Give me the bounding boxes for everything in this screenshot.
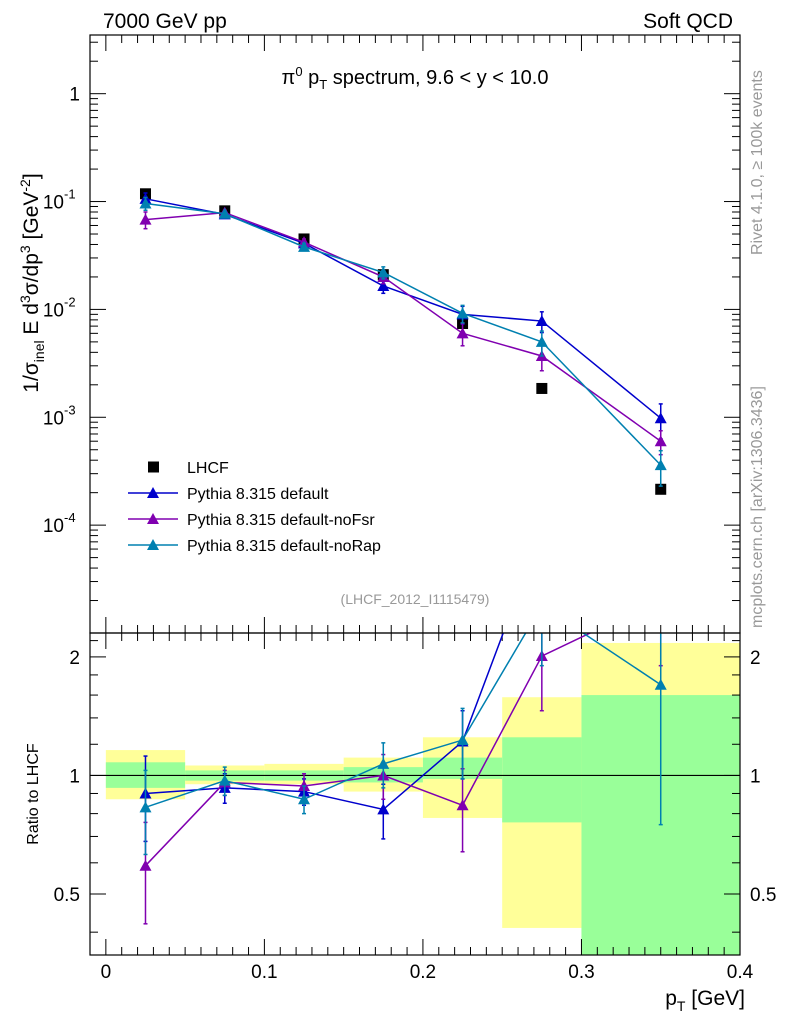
xtick-label: 0.2 xyxy=(410,962,436,983)
ylabel-d: 3 xyxy=(17,295,33,303)
ylabel-b: inel xyxy=(31,340,47,362)
triangle-marker xyxy=(218,207,231,219)
main-ytick-label: 10 xyxy=(43,300,64,321)
ylabel-g: [GeV xyxy=(20,192,43,246)
ylabel-f: 3 xyxy=(17,245,33,253)
triangle-marker xyxy=(456,327,469,339)
triangle-marker xyxy=(654,412,667,424)
xtick-label: 0.4 xyxy=(727,962,754,983)
ratio-triangle-marker xyxy=(536,524,548,535)
legend-label: LHCF xyxy=(187,460,229,477)
triangle-marker xyxy=(377,279,390,291)
legend-marker xyxy=(147,487,159,498)
xlabel-rest: [GeV] xyxy=(685,987,745,1010)
watermark: (LHCF_2012_I1115479) xyxy=(341,591,490,607)
xtick-label: 0 xyxy=(101,962,112,983)
ratio-series-2 xyxy=(139,600,667,856)
legend-label: Pythia 8.315 default xyxy=(187,486,329,503)
title-p: p xyxy=(303,67,320,89)
title-rest: spectrum, 9.6 < y < 10.0 xyxy=(327,67,548,89)
rivet-label: Rivet 4.1.0, ≥ 100k events xyxy=(749,70,766,255)
ratio-triangle-marker xyxy=(139,859,152,871)
main-panel: 10 -410 -310 -210 -11 π0 pT spectrum, 9.6 < … xyxy=(17,34,741,634)
ratio-panel: 0.5 0.5 1 1 2 2 0 0.1 0.2 0.3 0.4 Ratio to LHCF pT… xyxy=(25,508,776,1014)
triangle-marker xyxy=(654,435,667,447)
legend-marker xyxy=(147,539,159,550)
main-ytick-exp: -4 xyxy=(64,510,76,525)
series-0 xyxy=(139,188,667,495)
ratio-triangle-marker xyxy=(456,734,469,746)
main-ylabel: 1/σinel E d3σ/dp3 [GeV-2] xyxy=(17,173,47,392)
xlabel-p: p xyxy=(665,987,677,1010)
series-2 xyxy=(139,206,667,456)
triangle-marker xyxy=(456,307,469,319)
series-line xyxy=(145,202,662,466)
header-left: 7000 GeV pp xyxy=(103,10,227,33)
legend-marker xyxy=(148,461,159,473)
main-ytick-exp: -3 xyxy=(64,402,76,417)
ratio-triangle-marker xyxy=(456,799,469,811)
uncertainty-band-inner xyxy=(502,737,582,823)
xtick-label: 0.1 xyxy=(251,962,277,983)
mcplots-label: mcplots.cern.ch [arXiv:1306.3436] xyxy=(749,386,766,628)
ratio-ytick-label-left: 0.5 xyxy=(54,885,80,906)
legend-marker xyxy=(147,513,159,524)
x-axis-label: pT [GeV] xyxy=(665,987,745,1014)
ratio-triangle-marker xyxy=(536,600,548,611)
main-ytick-label: 10 xyxy=(43,193,64,214)
ratio-triangle-marker xyxy=(218,774,231,786)
series-1 xyxy=(139,192,667,440)
legend-label: Pythia 8.315 default-noRap xyxy=(187,538,381,555)
title-subT: T xyxy=(319,77,327,92)
lhcf-point xyxy=(655,483,667,495)
ratio-ytick-label-left: 1 xyxy=(69,766,80,787)
main-ytick-label: 10 xyxy=(43,516,64,537)
ylabel-c: E d xyxy=(20,303,43,340)
triangle-marker xyxy=(535,335,548,347)
ratio-triangle-marker xyxy=(655,593,667,604)
triangle-marker xyxy=(377,266,390,278)
legend-label: Pythia 8.315 default-noFsr xyxy=(187,512,375,529)
main-ytick-label: 10 xyxy=(43,408,64,429)
main-title: π0 pT spectrum, 9.6 < y < 10.0 xyxy=(282,64,549,92)
series-line xyxy=(145,211,662,442)
main-ytick-exp: -1 xyxy=(64,187,76,202)
series-3 xyxy=(139,196,667,487)
triangle-marker xyxy=(535,315,548,327)
triangle-marker xyxy=(654,459,667,471)
ratio-ytick-label-right: 0.5 xyxy=(750,885,776,906)
ratio-triangle-marker xyxy=(139,801,152,813)
ylabel-h: -2 xyxy=(17,179,33,192)
ylabel-a: 1/σ xyxy=(20,362,43,393)
ratio-frame xyxy=(89,632,741,956)
ratio-triangle-marker xyxy=(655,508,667,519)
ratio-ytick-label-right: 1 xyxy=(750,766,761,787)
ratio-ytick-label-left: 2 xyxy=(69,648,80,669)
main-ytick-exp: -2 xyxy=(64,294,76,309)
title-pi: π xyxy=(282,67,296,89)
xlabel-sub: T xyxy=(677,998,686,1014)
triangle-marker xyxy=(298,240,311,252)
main-ytick-label: 1 xyxy=(69,85,80,106)
title-sup: 0 xyxy=(295,64,302,79)
ratio-triangle-marker xyxy=(377,803,390,815)
ratio-ytick-label-right: 2 xyxy=(750,648,761,669)
ratio-triangle-marker xyxy=(654,678,667,690)
triangle-marker xyxy=(139,197,152,209)
lhcf-point xyxy=(536,382,548,394)
xtick-label: 0.3 xyxy=(568,962,594,983)
legend: LHCF Pythia 8.315 default Pythia 8.315 def… xyxy=(128,460,381,555)
ratio-ylabel: Ratio to LHCF xyxy=(25,743,42,845)
ylabel-e: σ/dp xyxy=(20,253,43,295)
header-right: Soft QCD xyxy=(643,10,733,33)
ratio-triangle-marker xyxy=(298,793,311,805)
ylabel-i: ] xyxy=(20,173,43,179)
triangle-marker xyxy=(139,213,152,225)
ratio-triangle-marker xyxy=(377,757,390,769)
